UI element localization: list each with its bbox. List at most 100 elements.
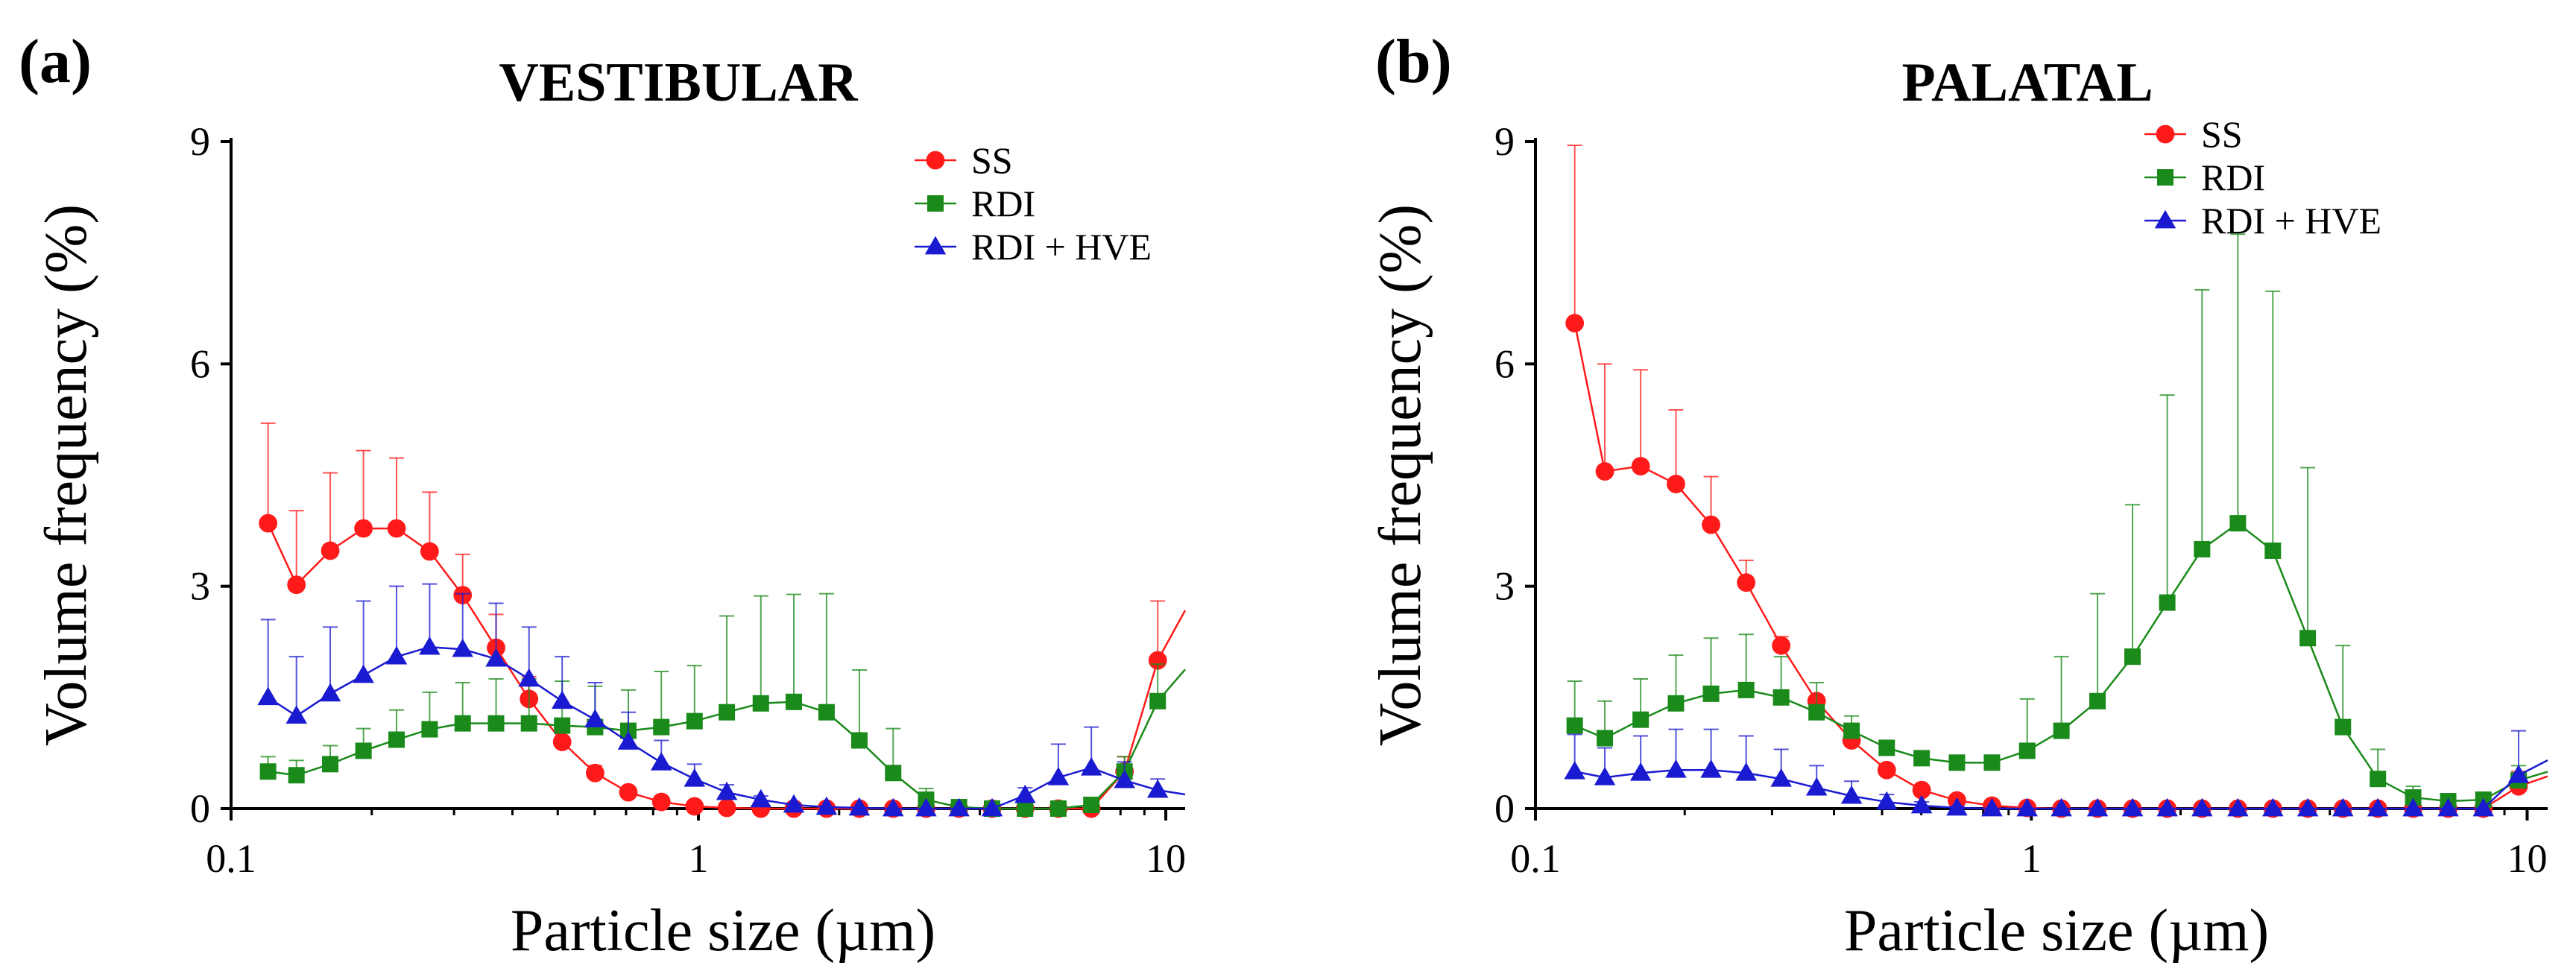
data-point (686, 712, 703, 730)
data-point (1629, 762, 1652, 781)
data-point (1702, 685, 1720, 702)
data-point (1597, 730, 1614, 747)
data-point (2086, 797, 2109, 817)
data-point (1564, 761, 1585, 780)
data-point (2507, 764, 2530, 783)
data-point (1983, 754, 2001, 771)
data-point (1594, 766, 1616, 785)
data-point (1667, 695, 1685, 712)
data-point (1047, 766, 1070, 785)
x-tick-label: 10 (2507, 836, 2547, 881)
data-point (651, 752, 672, 771)
data-point (1946, 797, 1968, 816)
data-point (421, 721, 438, 738)
data-point (520, 715, 537, 732)
data-point (783, 794, 805, 813)
data-point (685, 797, 704, 816)
data-point (981, 797, 1003, 817)
legend-entry: RDI + HVE (2144, 200, 2381, 241)
x-tick-label: 0.1 (206, 836, 256, 881)
data-point (485, 648, 507, 667)
legend-marker (927, 195, 944, 212)
legend-label: RDI (971, 183, 1035, 224)
data-point (684, 768, 706, 787)
data-point (259, 763, 277, 780)
data-point (2299, 630, 2317, 647)
x-axis-label: Particle size (µm) (511, 898, 935, 964)
legend-marker (924, 235, 947, 255)
series-ss (1565, 144, 2548, 818)
data-point (818, 704, 835, 721)
data-point (2016, 797, 2038, 817)
data-point (2053, 722, 2070, 739)
data-point (2018, 742, 2036, 759)
y-tick-label: 9 (190, 119, 210, 164)
data-point (1148, 651, 1167, 670)
data-point (452, 638, 473, 657)
data-point (322, 756, 339, 773)
y-axis-label: Volume frequency (%) (34, 204, 99, 746)
data-point (2051, 797, 2072, 817)
legend-label: RDI + HVE (2201, 200, 2381, 241)
data-point (815, 796, 838, 815)
data-point (2121, 797, 2144, 817)
data-point (1840, 785, 1863, 804)
series-line (1574, 769, 2519, 810)
legend-marker (2154, 209, 2176, 229)
data-point (1877, 760, 1896, 780)
data-point (752, 695, 769, 712)
data-point (1876, 791, 1898, 810)
data-point (786, 693, 803, 710)
data-point (518, 668, 540, 687)
chart-title: PALATAL (1901, 52, 2153, 113)
series-line (268, 701, 1159, 810)
data-point (1566, 717, 1583, 734)
data-point (617, 731, 640, 750)
data-point (2334, 718, 2352, 736)
data-point (1737, 681, 1755, 698)
data-point (2296, 797, 2319, 817)
data-point (619, 783, 638, 802)
legend-entry: RDI (2144, 157, 2265, 198)
data-point (419, 636, 441, 655)
data-point (1910, 794, 1933, 814)
legend-entry: RDI (915, 183, 1035, 224)
data-point (915, 797, 937, 817)
legend-entry: RDI + HVE (915, 226, 1152, 268)
data-point (1981, 797, 2003, 817)
data-point (885, 765, 902, 782)
data-point (387, 519, 406, 538)
series-line (1574, 522, 2519, 803)
data-point (552, 733, 572, 751)
data-point (883, 797, 904, 817)
x-tick-label: 0.1 (1510, 836, 1561, 881)
data-point (288, 767, 305, 784)
y-tick-label: 9 (1494, 119, 1515, 164)
data-point (1665, 759, 1687, 778)
data-point (2367, 797, 2389, 817)
series-line-tail (2518, 759, 2548, 777)
data-point (287, 575, 306, 595)
data-point (1632, 711, 1650, 728)
data-point (1014, 784, 1036, 803)
legend-label: SS (971, 139, 1013, 181)
data-point (1631, 457, 1650, 475)
data-point (353, 664, 374, 683)
panel-vestibular: (a) VESTIBULAR 0 3 6 9 0.1 1 10 Volume frequency … (19, 27, 1187, 964)
data-point (653, 718, 670, 736)
data-point (551, 690, 573, 709)
data-point (1843, 722, 1860, 739)
data-point (1735, 762, 1757, 781)
legend-marker (926, 151, 945, 170)
data-point (319, 683, 341, 702)
series-line (267, 522, 1159, 810)
x-tick-label: 1 (689, 836, 709, 881)
data-point (848, 797, 871, 816)
data-point (355, 742, 372, 759)
y-tick-label: 6 (1494, 341, 1515, 386)
x-tick-label: 1 (2021, 836, 2042, 881)
data-point (750, 788, 772, 808)
data-point (554, 717, 571, 734)
x-axis-label: Particle size (µm) (1844, 898, 2269, 964)
